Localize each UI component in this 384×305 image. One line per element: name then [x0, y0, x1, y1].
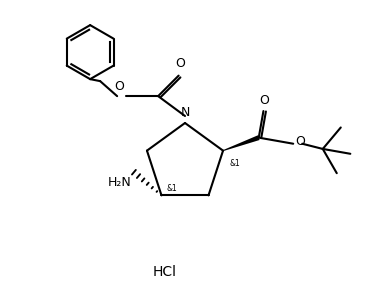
Text: HCl: HCl: [153, 265, 177, 279]
Text: O: O: [260, 94, 270, 107]
Text: &1: &1: [229, 159, 240, 168]
Text: H₂N: H₂N: [108, 176, 132, 189]
Text: O: O: [114, 80, 124, 93]
Text: &1: &1: [167, 184, 177, 193]
Polygon shape: [223, 135, 260, 151]
Text: O: O: [295, 135, 305, 148]
Text: N: N: [180, 106, 190, 119]
Text: O: O: [175, 57, 185, 70]
